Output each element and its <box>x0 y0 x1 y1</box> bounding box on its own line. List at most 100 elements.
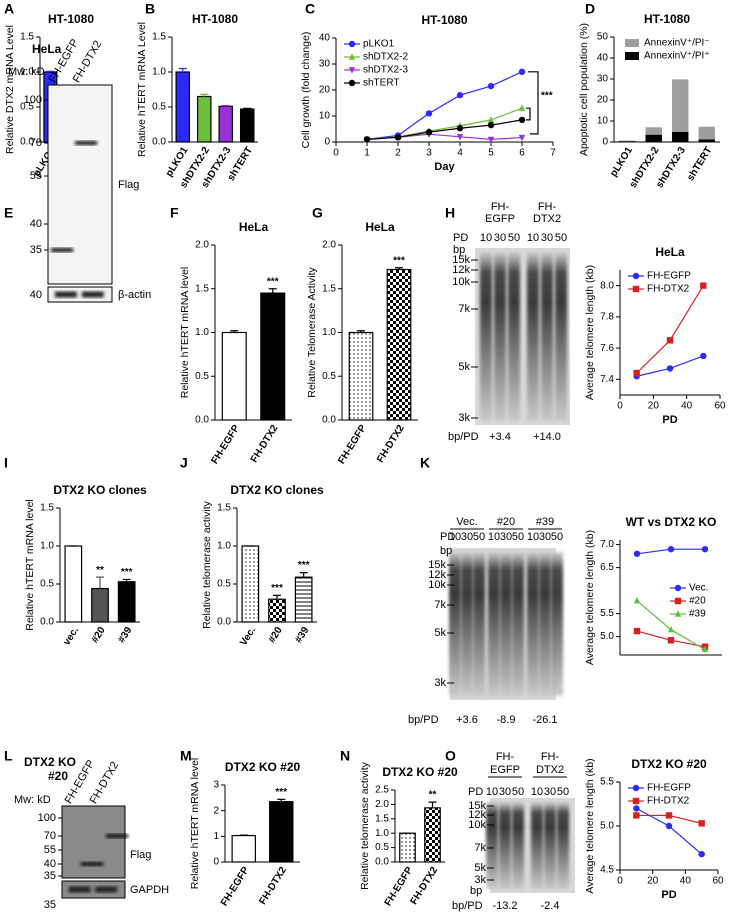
data-point <box>700 352 707 360</box>
x-tick-label: 3 <box>426 148 432 159</box>
pd-value: 10 <box>527 531 539 543</box>
bar <box>241 545 260 623</box>
bracket <box>526 107 531 121</box>
y-tick-label: 1.0 <box>322 327 336 338</box>
gel-lane <box>461 552 473 696</box>
size-label: 10k <box>428 579 446 591</box>
x-tick-label: 5 <box>488 148 494 159</box>
gel-lane <box>527 552 539 696</box>
error-bar <box>230 330 239 333</box>
legend-label: AnnexinV⁺/PI⁻ <box>644 38 710 49</box>
x-tick-label: 20 <box>648 401 660 412</box>
error-bar <box>357 330 365 333</box>
probe-label: Flag <box>130 849 151 861</box>
marker-label: 55 <box>30 170 42 182</box>
band <box>75 141 97 145</box>
x-tick-label: 0 <box>617 876 623 887</box>
data-point <box>667 626 675 633</box>
group-label: FH- <box>496 751 515 763</box>
y-tick-label: 0 <box>324 137 330 148</box>
bar <box>260 292 286 421</box>
data-point <box>698 850 705 858</box>
y-axis-label: Average telomere length (kb) <box>584 758 596 893</box>
pd-value: 30 <box>499 786 511 798</box>
probe-label: Flag <box>118 179 139 191</box>
pd-value: 50 <box>512 531 524 543</box>
chart-title: WT vs DTX2 KO <box>626 515 717 529</box>
group-label: DTX2 <box>533 213 561 225</box>
gel-lane <box>539 552 551 696</box>
y-tick-label: 50 <box>597 32 609 43</box>
gel-lane <box>527 252 539 421</box>
pd-value: 50 <box>551 531 563 543</box>
y-tick-label: 5.5 <box>600 608 614 619</box>
data-point <box>394 134 402 141</box>
data-point <box>698 820 705 827</box>
x-tick-label: 60 <box>712 876 724 887</box>
footer-label: bp/PD <box>452 900 483 912</box>
footer-label: bp/PD <box>408 714 439 726</box>
y-tick-label: 0.5 <box>195 371 209 382</box>
y-tick-label: 10 <box>319 111 331 122</box>
gel-lane <box>488 552 500 696</box>
y-tick-label: 0.5 <box>152 102 166 113</box>
x-tick-label: 1 <box>364 148 370 159</box>
data-point <box>667 637 675 644</box>
legend-marker <box>632 784 640 792</box>
x-tick-label: 60 <box>714 401 726 412</box>
x-tick-label: #20 <box>267 625 285 645</box>
error-bar <box>243 107 252 110</box>
gel-lane <box>449 552 461 696</box>
pd-label: PD <box>453 232 468 244</box>
data-point <box>701 645 709 653</box>
error-bar <box>277 798 286 802</box>
error-bar <box>46 70 55 72</box>
bar <box>64 545 83 623</box>
y-tick-label: 1.5 <box>322 283 336 294</box>
size-label: 7k <box>458 303 470 315</box>
error-bar <box>299 572 308 578</box>
bar-segment <box>698 139 715 142</box>
y-tick-label: 1 <box>213 831 219 842</box>
data-point <box>487 121 495 129</box>
legend-label: #20 <box>689 596 706 607</box>
panel-letter: C <box>305 1 315 17</box>
legend-marker <box>632 285 640 293</box>
x-tick-label: pLKO1 <box>608 145 635 179</box>
panel-letter: O <box>445 748 456 764</box>
size-label: 3k <box>434 677 446 689</box>
size-label: 12k <box>468 809 486 821</box>
panel-letter: N <box>340 748 350 764</box>
marker-label: 40 <box>30 218 42 230</box>
marker-label: 35 <box>30 244 42 256</box>
pd-value: 10 <box>488 531 500 543</box>
y-tick-label: 1.5 <box>195 283 209 294</box>
y-axis-label: Relative hTERT mRNA Level <box>136 22 148 157</box>
pd-value: 50 <box>557 786 569 798</box>
size-label: 15k <box>468 800 486 812</box>
gel-lane <box>512 802 524 889</box>
y-tick-label: 0.0 <box>152 137 166 148</box>
y-tick-label: 10 <box>597 116 609 127</box>
x-tick-label: 20 <box>647 876 659 887</box>
y-axis-label: Relative hTERT mRNA level <box>179 267 191 399</box>
gel-lane <box>512 552 524 696</box>
y-tick-label: 30 <box>319 59 331 70</box>
pd-value: 10 <box>486 786 498 798</box>
x-tick-label: #20 <box>90 625 108 645</box>
y-axis-label: Relative DTX2 mRNA Level <box>4 25 16 154</box>
band <box>54 291 77 298</box>
blot-title: HeLa <box>32 42 62 56</box>
pd-change: -8.9 <box>497 714 516 726</box>
size-label: 7k <box>434 599 446 611</box>
legend-label: Vec. <box>689 583 708 594</box>
pd-value: 10 <box>480 232 492 244</box>
panel-letter: B <box>145 1 155 17</box>
pd-value: 30 <box>541 232 553 244</box>
x-tick-label: FH-DTX2 <box>249 423 281 465</box>
data-point <box>518 134 526 142</box>
error-bar <box>428 801 437 808</box>
pd-change: +3.6 <box>456 714 478 726</box>
marker-label: 55 <box>44 844 56 856</box>
pd-value: 10 <box>527 232 539 244</box>
